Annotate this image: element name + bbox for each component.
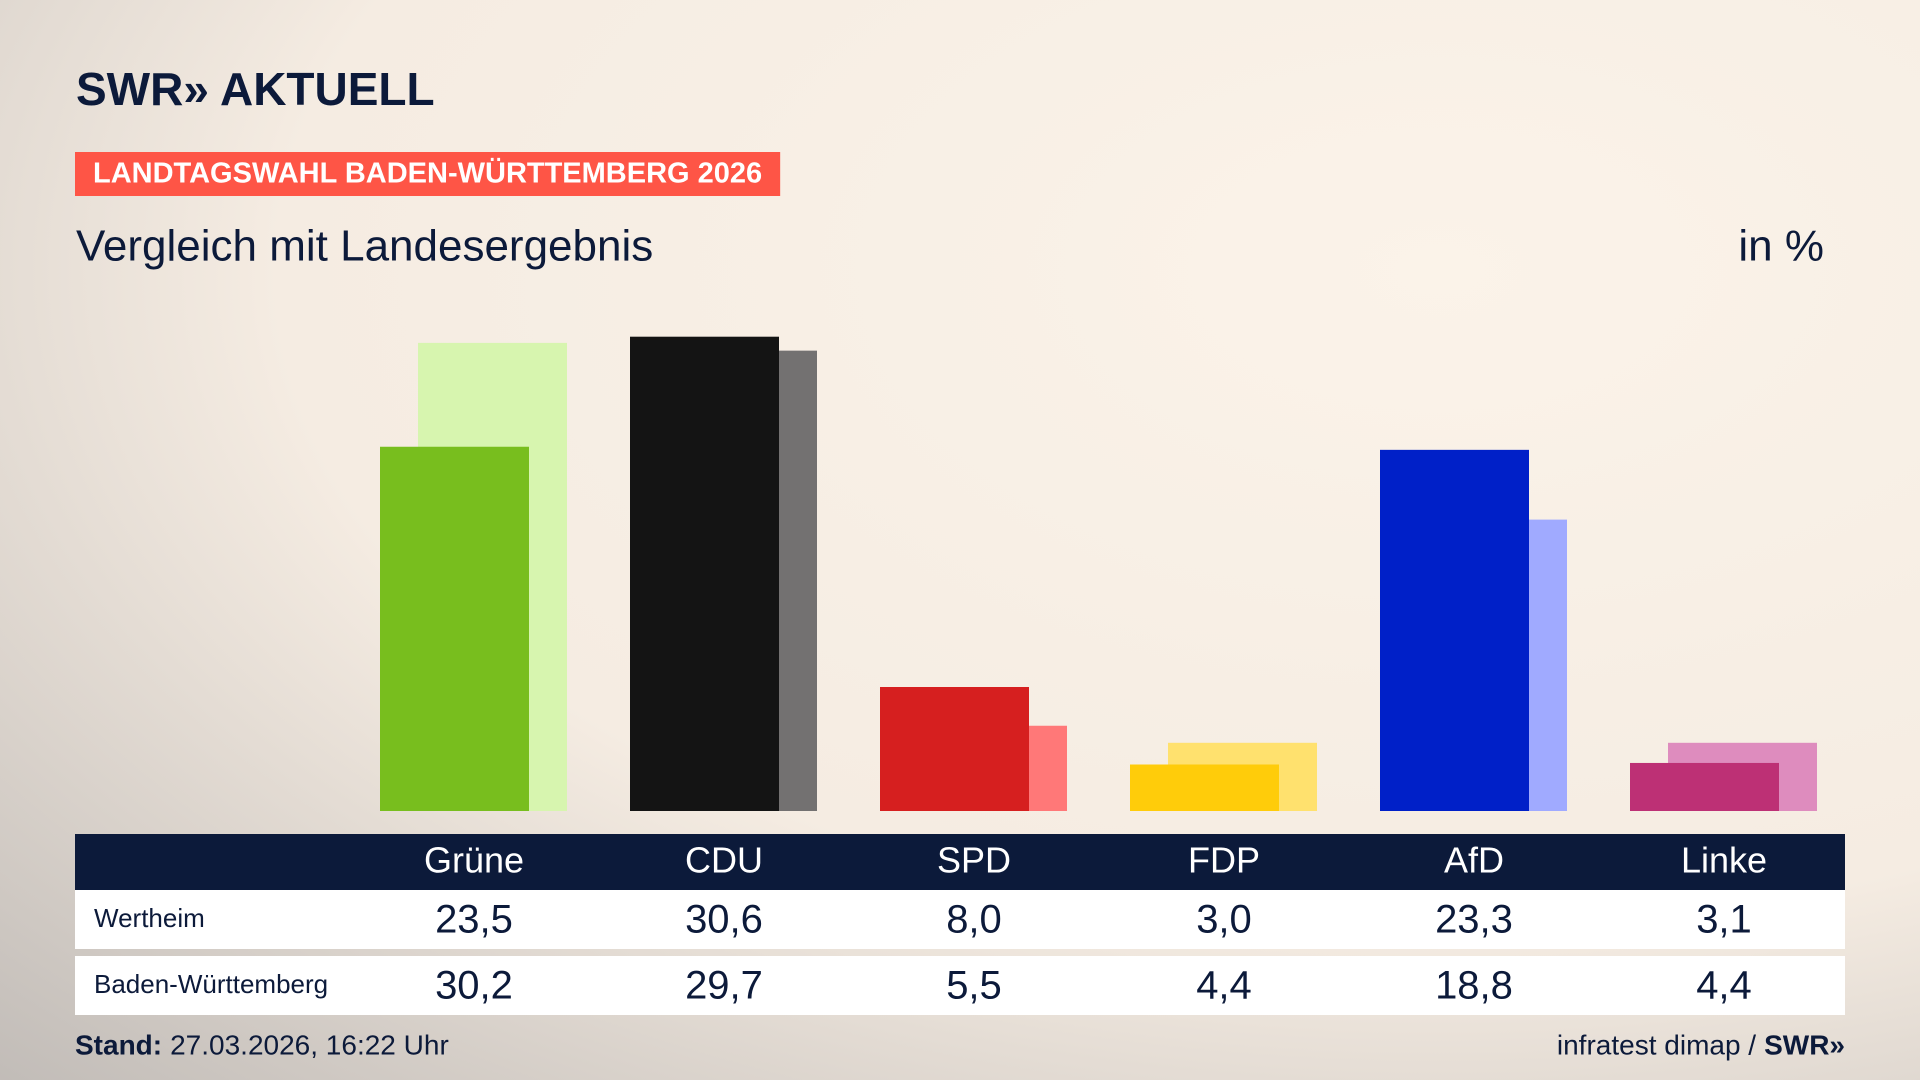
unit-label: in % [1738,222,1824,271]
table-row [75,890,1845,949]
logo: SWR» AKTUELL [76,63,435,115]
category-label: CDU [685,840,763,881]
value-label: 3,0 [1196,898,1252,942]
footer-date: 27.03.2026, 16:22 Uhr [170,1029,449,1060]
table: Grüne CDU SPD FDP AfD Linke Wertheim 23,5 30,6 8,… [94,840,1767,1008]
kicker-box [75,152,781,196]
category-label: Linke [1681,840,1767,881]
value-label: 30,2 [435,964,513,1008]
table-row [75,956,1845,1015]
category-label: SPD [937,840,1011,881]
value-label: 23,3 [1435,898,1513,942]
legend-label: Baden-Württemberg [94,969,328,999]
source-logo: SWR» [1764,1029,1845,1060]
category-label: Grüne [424,840,524,881]
kicker: LANDTAGSWAHL BADEN-WÜRTTEMBERG 2026 [93,157,762,190]
value-label: 5,5 [946,964,1002,1008]
bar [1380,449,1529,811]
value-label: 3,1 [1696,898,1752,942]
value-label: 23,5 [435,898,513,942]
category-label: FDP [1188,840,1260,881]
category-label: AfD [1444,840,1504,881]
source: infratest dimap / [1557,1029,1756,1060]
value-label: 18,8 [1435,964,1513,1008]
footer-label: Stand: [75,1029,162,1060]
chart-title: Vergleich mit Landesergebnis [76,222,653,271]
bar [1130,764,1279,811]
bar [630,336,779,811]
value-label: 29,7 [685,964,763,1008]
value-label: 4,4 [1696,964,1752,1008]
value-label: 4,4 [1196,964,1252,1008]
table-header [75,834,1845,890]
value-label: 30,6 [685,898,763,942]
bar [380,446,529,811]
value-label: 8,0 [946,898,1002,942]
legend-label: Wertheim [94,903,205,933]
bar [1630,762,1779,811]
bars [380,336,1817,811]
bar [880,687,1029,811]
